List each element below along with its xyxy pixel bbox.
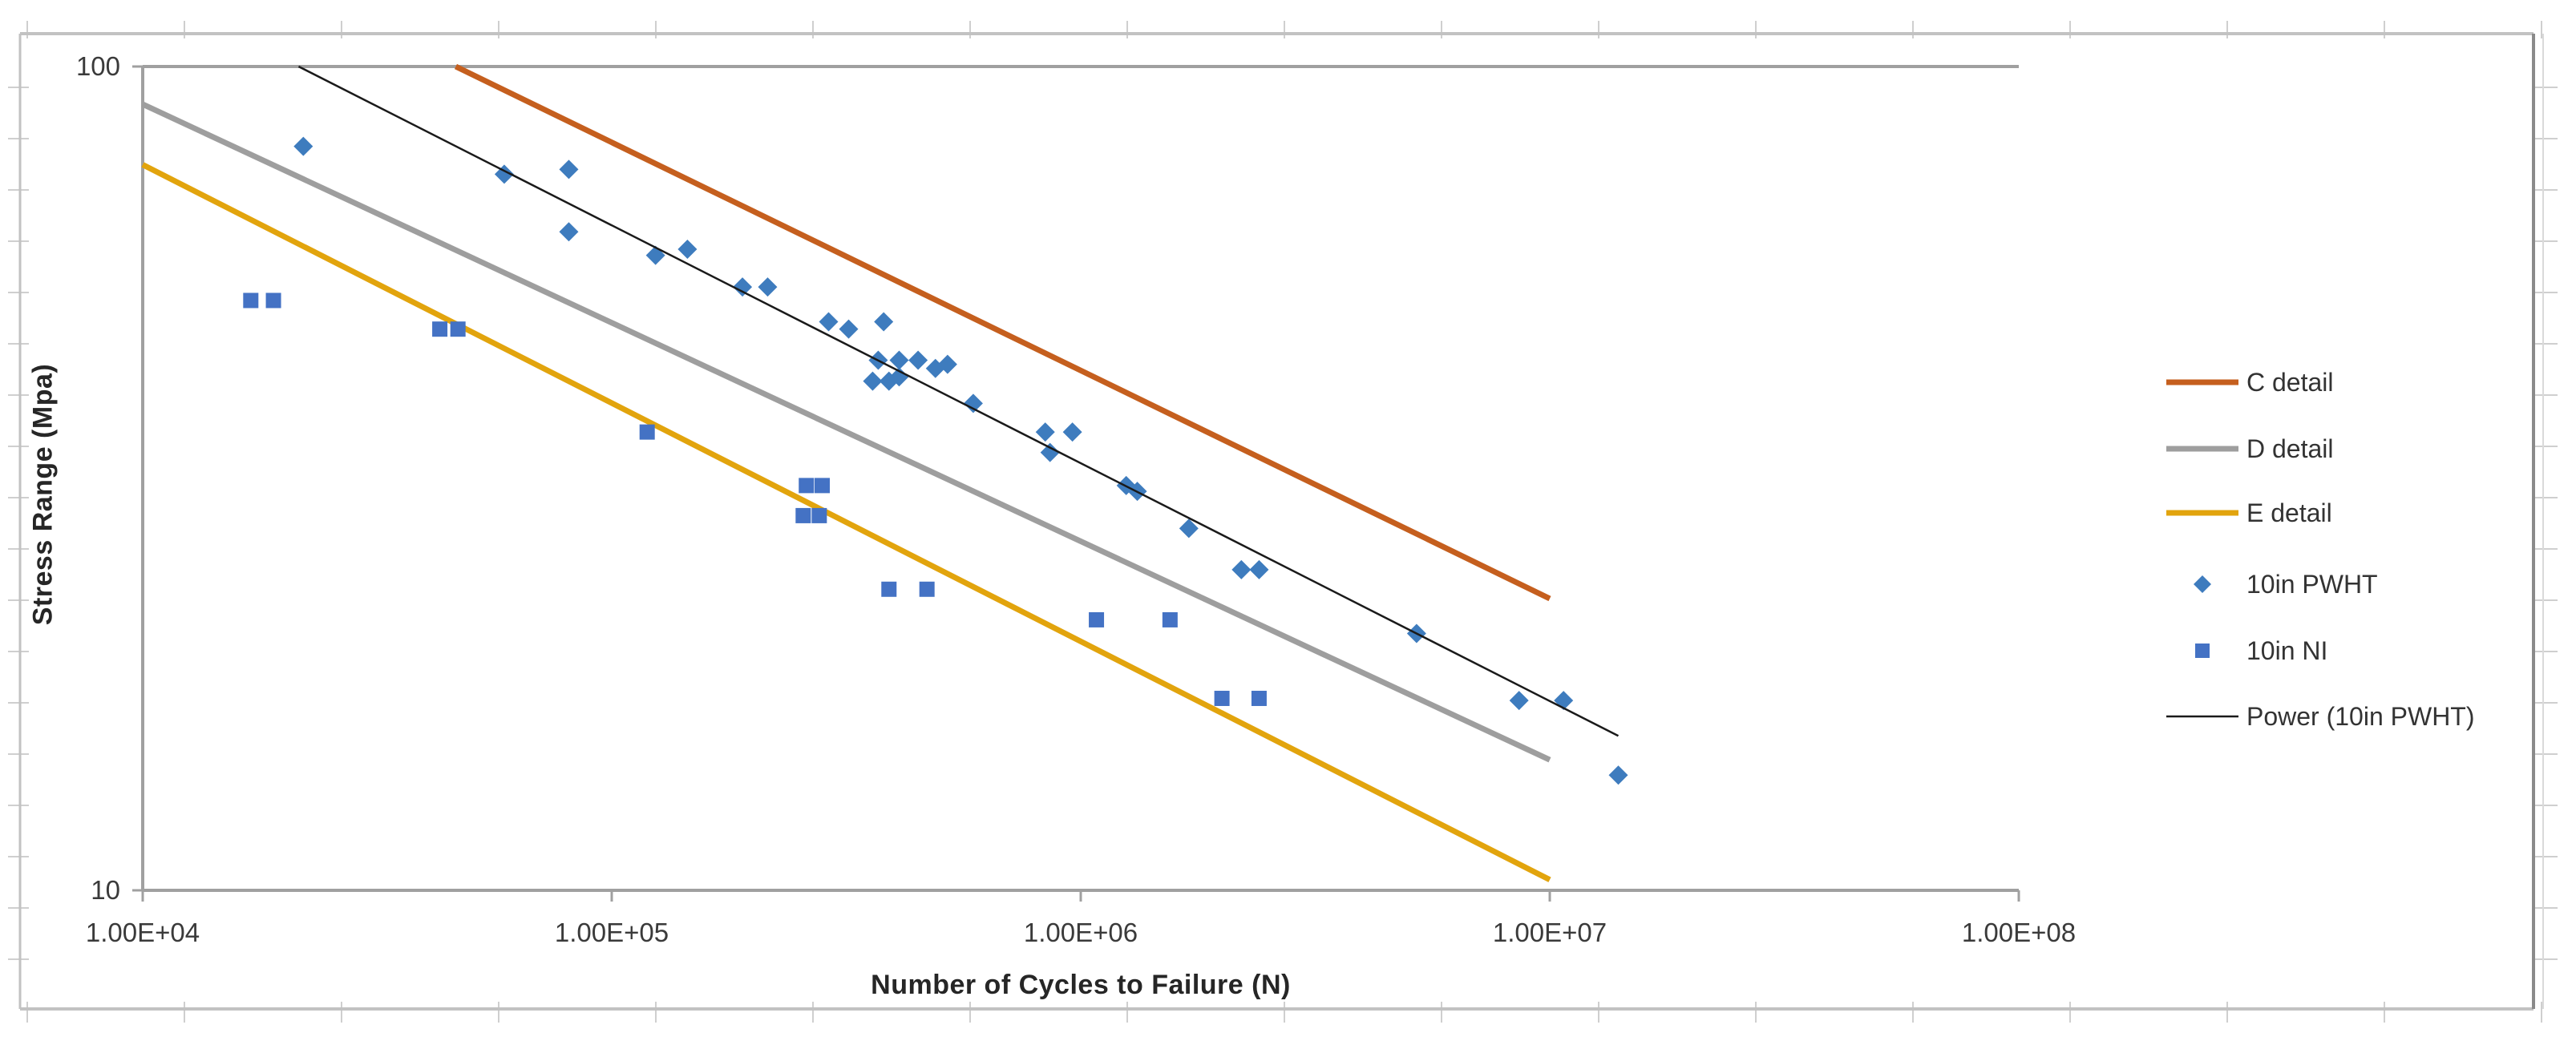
data-point-diamond[interactable] xyxy=(1040,442,1060,462)
legend: C detail D detail E detail 10in PWHT 10in NI… xyxy=(2166,368,2475,731)
data-point-square[interactable] xyxy=(265,293,281,309)
legend-label: Power (10in PWHT) xyxy=(2246,702,2475,731)
data-point-square[interactable] xyxy=(795,507,811,523)
data-point-diamond[interactable] xyxy=(863,371,883,391)
legend-label: C detail xyxy=(2246,368,2334,397)
series-line-power-10in-pwht[interactable] xyxy=(297,65,1620,737)
x-tick-label: 1.00E+08 xyxy=(1962,918,2076,947)
data-point-diamond[interactable] xyxy=(874,312,894,332)
data-point-diamond[interactable] xyxy=(293,136,313,156)
data-point-diamond[interactable] xyxy=(937,354,957,374)
x-tick-label: 1.00E+07 xyxy=(1493,918,1607,947)
data-point-diamond[interactable] xyxy=(1062,422,1082,442)
series-e-detail[interactable] xyxy=(141,162,1551,882)
data-point-diamond[interactable] xyxy=(758,277,778,297)
y-tick-label: 10 xyxy=(91,875,120,905)
data-point-diamond[interactable] xyxy=(889,350,909,370)
x-axis-title: Number of Cycles to Failure (N) xyxy=(871,970,1291,1000)
data-point-square[interactable] xyxy=(639,424,655,440)
data-point-diamond[interactable] xyxy=(559,159,579,180)
data-point-square[interactable] xyxy=(450,321,466,337)
legend-item-d-detail[interactable]: D detail xyxy=(2166,434,2334,463)
data-point-square[interactable] xyxy=(1162,611,1178,627)
axes xyxy=(132,65,2020,902)
data-point-diamond[interactable] xyxy=(1608,765,1628,785)
y-tick-label: 100 xyxy=(76,51,120,81)
legend-item-10in-ni[interactable]: 10in NI xyxy=(2195,636,2327,665)
data-point-diamond[interactable] xyxy=(819,312,839,332)
legend-label: D detail xyxy=(2246,434,2334,463)
series-line-c-detail[interactable] xyxy=(454,63,1551,602)
series-10in-pwht[interactable] xyxy=(293,136,1628,785)
data-point-diamond[interactable] xyxy=(1249,559,1269,579)
data-point-diamond[interactable] xyxy=(1231,559,1252,579)
data-point-diamond[interactable] xyxy=(559,222,579,242)
data-point-square[interactable] xyxy=(243,293,259,309)
chart-border xyxy=(18,32,2535,1011)
series-10in-ni[interactable] xyxy=(243,293,1267,706)
legend-item-e-detail[interactable]: E detail xyxy=(2166,498,2332,527)
series-line-d-detail[interactable] xyxy=(141,101,1551,763)
data-point-diamond[interactable] xyxy=(1509,691,1529,711)
data-point-square[interactable] xyxy=(1214,690,1230,706)
data-point-square[interactable] xyxy=(919,581,935,597)
series-line-e-detail[interactable] xyxy=(141,162,1551,882)
worksheet-gridlines xyxy=(8,21,2558,1023)
legend-item-power-10in-pwht[interactable]: Power (10in PWHT) xyxy=(2166,702,2475,731)
data-point-diamond[interactable] xyxy=(839,319,859,339)
data-point-diamond[interactable] xyxy=(1179,518,1199,539)
legend-label: 10in NI xyxy=(2246,636,2327,665)
data-point-diamond[interactable] xyxy=(2194,575,2211,593)
data-point-square[interactable] xyxy=(811,507,827,523)
data-point-diamond[interactable] xyxy=(908,350,928,370)
legend-item-c-detail[interactable]: C detail xyxy=(2166,368,2334,397)
data-point-square[interactable] xyxy=(1251,690,1267,706)
data-point-square[interactable] xyxy=(814,478,830,494)
legend-label: E detail xyxy=(2246,498,2332,527)
series-d-detail[interactable] xyxy=(141,101,1551,763)
data-point-diamond[interactable] xyxy=(733,277,753,297)
legend-label: 10in PWHT xyxy=(2246,570,2378,599)
data-point-square[interactable] xyxy=(2195,644,2210,658)
data-point-square[interactable] xyxy=(432,321,448,337)
data-point-diamond[interactable] xyxy=(1035,422,1055,442)
y-axis-title: Stress Range (Mpa) xyxy=(27,363,59,626)
data-point-square[interactable] xyxy=(1089,611,1105,627)
data-point-square[interactable] xyxy=(881,581,897,597)
data-point-diamond[interactable] xyxy=(963,393,983,414)
data-point-diamond[interactable] xyxy=(889,367,909,387)
series-c-detail[interactable] xyxy=(454,63,1551,602)
x-tick-label: 1.00E+05 xyxy=(555,918,669,947)
data-point-square[interactable] xyxy=(799,478,815,494)
legend-item-10in-pwht[interactable]: 10in PWHT xyxy=(2194,570,2378,599)
x-tick-label: 1.00E+06 xyxy=(1024,918,1138,947)
x-tick-label: 1.00E+04 xyxy=(86,918,200,947)
data-point-diamond[interactable] xyxy=(677,240,698,260)
series-power-10in-pwht[interactable] xyxy=(297,65,1620,737)
